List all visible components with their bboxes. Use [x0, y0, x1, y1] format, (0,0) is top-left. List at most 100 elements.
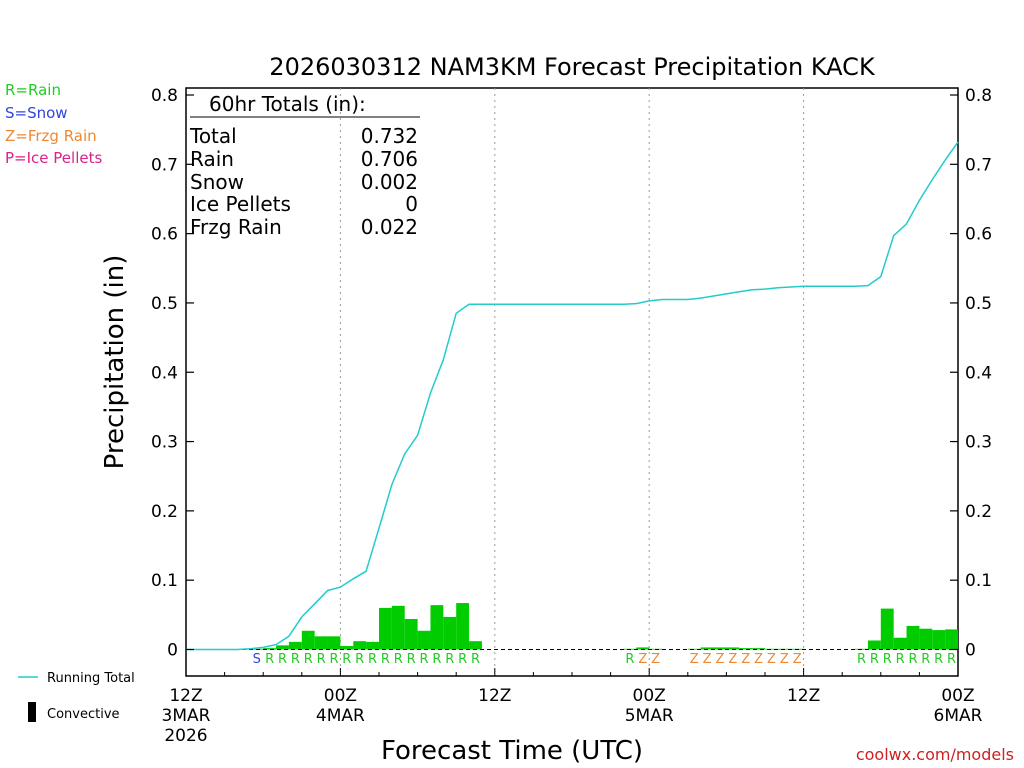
x-tick-label-12: 00Z: [324, 686, 357, 706]
precip-bar-36: [636, 647, 650, 650]
ptype-label-42: Z: [716, 652, 725, 667]
x-tick-label-0: 3MAR: [162, 706, 211, 726]
precip-bar-7: [263, 648, 277, 650]
precip-bar-18: [404, 619, 418, 650]
ptype-label-55: R: [883, 652, 892, 667]
ptype-label-59: R: [934, 652, 943, 667]
ptype-label-48: Z: [793, 652, 802, 667]
ptype-label-17: R: [394, 652, 403, 667]
x-tick-label-12: 4MAR: [316, 706, 365, 726]
precip-bar-19: [417, 630, 431, 650]
ptype-label-54: R: [870, 652, 879, 667]
precip-bar-40: [687, 648, 701, 650]
legend-frzg-rain: Z=Frzg Rain: [5, 127, 97, 145]
y-tick-label-right: 0.8: [965, 86, 992, 106]
ptype-label-45: Z: [754, 652, 763, 667]
totals-label-total: Total: [189, 124, 237, 148]
totals-header: 60hr Totals (in):: [209, 92, 366, 116]
y-tick-label-left: 0.5: [151, 294, 178, 314]
y-axis-label: Precipitation (in): [100, 255, 130, 470]
ptype-label-41: Z: [703, 652, 712, 667]
x-tick-label-36: 00Z: [633, 686, 666, 706]
y-tick-label-left: 0.1: [151, 571, 178, 591]
precip-bar-60: [945, 629, 958, 650]
y-tick-label-right: 0.2: [965, 502, 992, 522]
x-tick-label-24: 12Z: [478, 686, 511, 706]
ptype-label-22: R: [458, 652, 467, 667]
x-tick-label-36: 5MAR: [625, 706, 674, 726]
ptype-label-14: R: [355, 652, 364, 667]
precip-bar-46: [765, 648, 778, 650]
precip-bar-56: [893, 637, 907, 650]
ptype-label-57: R: [908, 652, 917, 667]
totals-label-ice-pellets: Ice Pellets: [190, 192, 291, 216]
y-tick-label-right: 0.7: [965, 155, 992, 175]
precip-bar-54: [867, 640, 881, 650]
ptype-label-13: R: [342, 652, 351, 667]
ptype-label-53: R: [857, 652, 866, 667]
precip-bar-22: [456, 603, 470, 650]
x-axis-label: Forecast Time (UTC): [381, 736, 643, 766]
series-legend: Running Total Convective: [18, 671, 135, 722]
y-tick-label-right: 0.3: [965, 433, 992, 453]
y-tick-label-right: 0.1: [965, 571, 992, 591]
precip-bar-59: [932, 630, 946, 650]
y-tick-label-left: 0.8: [151, 86, 178, 106]
ptype-label-60: R: [947, 652, 956, 667]
grid-lines: [339, 88, 805, 676]
precip-bar-43: [726, 647, 740, 650]
ptype-label-7: R: [265, 652, 274, 667]
ptype-label-8: R: [278, 652, 287, 667]
precip-bar-41: [700, 647, 714, 650]
ptype-label-35: R: [625, 652, 634, 667]
chart-title: 2026030312 NAM3KM Forecast Precipitation…: [269, 53, 876, 81]
hourly-precip-bars: [250, 603, 958, 650]
ptype-label-12: R: [329, 652, 338, 667]
x-tick-label-0: 2026: [164, 726, 207, 746]
legend-ice-pellets: P=Ice Pellets: [5, 149, 102, 167]
precip-bar-10: [301, 630, 315, 650]
x-tick-label-0: 12Z: [169, 686, 202, 706]
ptype-label-21: R: [445, 652, 454, 667]
totals-box: 60hr Totals (in): Total 0.732 Rain 0.706…: [189, 92, 420, 239]
convective-swatch: [28, 702, 36, 722]
ptype-label-44: Z: [741, 652, 750, 667]
ptype-label-9: R: [291, 652, 300, 667]
legend-convective: Convective: [47, 707, 120, 722]
totals-label-rain: Rain: [190, 147, 234, 171]
precip-bar-20: [430, 605, 444, 650]
ptype-label-20: R: [432, 652, 441, 667]
ptype-label-43: Z: [728, 652, 737, 667]
precip-bar-8: [276, 645, 289, 650]
precip-bar-55: [880, 608, 894, 650]
totals-value-frzg-rain: 0.022: [361, 215, 418, 239]
y-tick-label-right: 0.6: [965, 225, 992, 245]
precip-bar-44: [739, 648, 753, 650]
ptype-label-15: R: [368, 652, 377, 667]
plot-frame: [185, 87, 959, 677]
y-tick-label-right: 0: [965, 641, 976, 661]
precip-bar-21: [443, 616, 457, 650]
ptype-label-16: R: [381, 652, 390, 667]
y-axis-left: 0 0.1 0.2 0.3 0.4 0.5 0.6 0.7 0.8: [151, 86, 194, 661]
precip-bar-15: [366, 641, 379, 650]
ptype-label-56: R: [896, 652, 905, 667]
y-tick-label-left: 0: [167, 641, 178, 661]
y-tick-label-left: 0.6: [151, 225, 178, 245]
ptype-label-19: R: [420, 652, 429, 667]
x-tick-label-60: 00Z: [941, 686, 974, 706]
x-tick-label-60: 6MAR: [934, 706, 983, 726]
precip-bar-9: [288, 641, 302, 650]
y-tick-label-left: 0.4: [151, 363, 178, 383]
precip-bar-58: [919, 628, 933, 650]
legend-running-total: Running Total: [47, 671, 135, 686]
precip-bar-13: [340, 646, 354, 650]
y-tick-label-left: 0.3: [151, 433, 178, 453]
y-tick-label-left: 0.2: [151, 502, 178, 522]
precip-bar-23: [469, 641, 482, 650]
ptype-label-37: Z: [651, 652, 660, 667]
